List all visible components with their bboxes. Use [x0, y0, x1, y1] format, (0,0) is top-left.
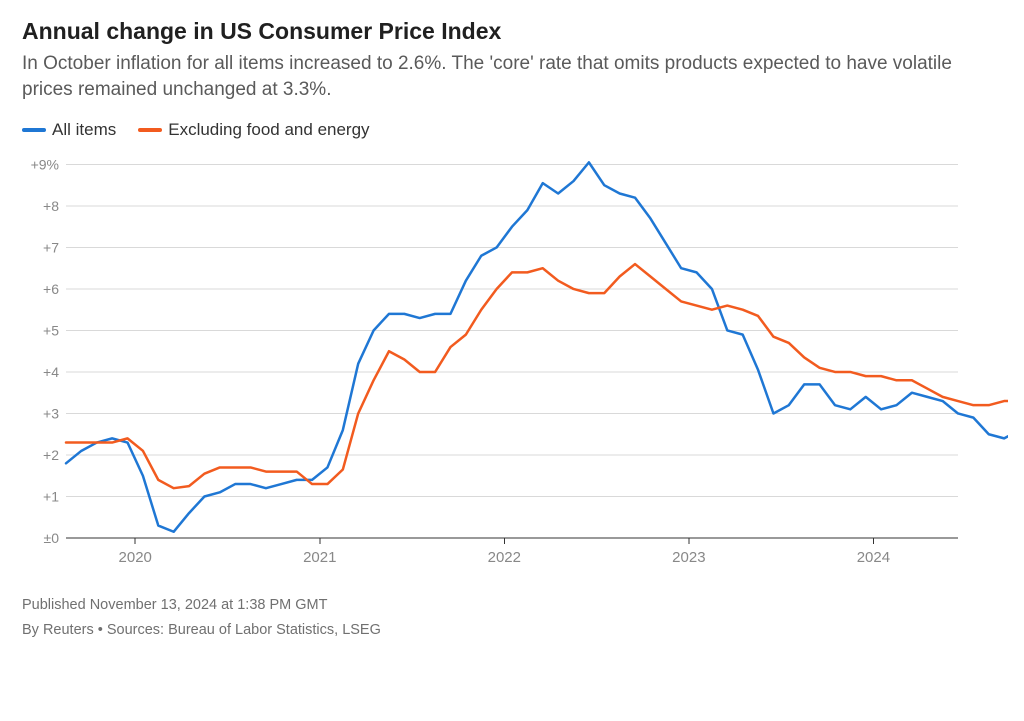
svg-text:+9%: +9%	[31, 157, 59, 173]
svg-text:±0: ±0	[44, 530, 60, 546]
series-line-all_items	[66, 163, 1008, 532]
legend-item-all-items: All items	[22, 120, 116, 140]
chart-title: Annual change in US Consumer Price Index	[22, 18, 1002, 45]
chart-subtitle: In October inflation for all items incre…	[22, 51, 1002, 102]
legend-item-core: Excluding food and energy	[138, 120, 369, 140]
legend-swatch-core	[138, 128, 162, 132]
legend-swatch-all-items	[22, 128, 46, 132]
legend-label-all-items: All items	[52, 120, 116, 140]
svg-text:2024: 2024	[857, 549, 890, 566]
svg-text:2020: 2020	[119, 549, 152, 566]
svg-text:+7: +7	[43, 240, 59, 256]
svg-text:+6: +6	[43, 281, 59, 297]
svg-text:+5: +5	[43, 323, 59, 339]
svg-text:2022: 2022	[488, 549, 521, 566]
svg-text:+1: +1	[43, 489, 59, 505]
published-line: Published November 13, 2024 at 1:38 PM G…	[22, 594, 1002, 616]
svg-text:2021: 2021	[303, 549, 336, 566]
svg-text:2023: 2023	[672, 549, 705, 566]
legend-label-core: Excluding food and energy	[168, 120, 369, 140]
byline: By Reuters • Sources: Bureau of Labor St…	[22, 619, 1002, 641]
svg-text:+2: +2	[43, 447, 59, 463]
svg-text:+8: +8	[43, 198, 59, 214]
legend: All items Excluding food and energy	[22, 120, 1002, 140]
chart-footer: Published November 13, 2024 at 1:38 PM G…	[22, 594, 1002, 641]
line-chart: ±0 +1 +2 +3 +4 +5 +6 +7 +8 +9% 2020 2021 2022 2023 202…	[22, 144, 1008, 582]
chart-svg: ±0 +1 +2 +3 +4 +5 +6 +7 +8 +9% 2020 2021 2022 2023 202…	[22, 144, 1008, 582]
svg-text:+3: +3	[43, 406, 59, 422]
svg-text:+4: +4	[43, 364, 59, 380]
